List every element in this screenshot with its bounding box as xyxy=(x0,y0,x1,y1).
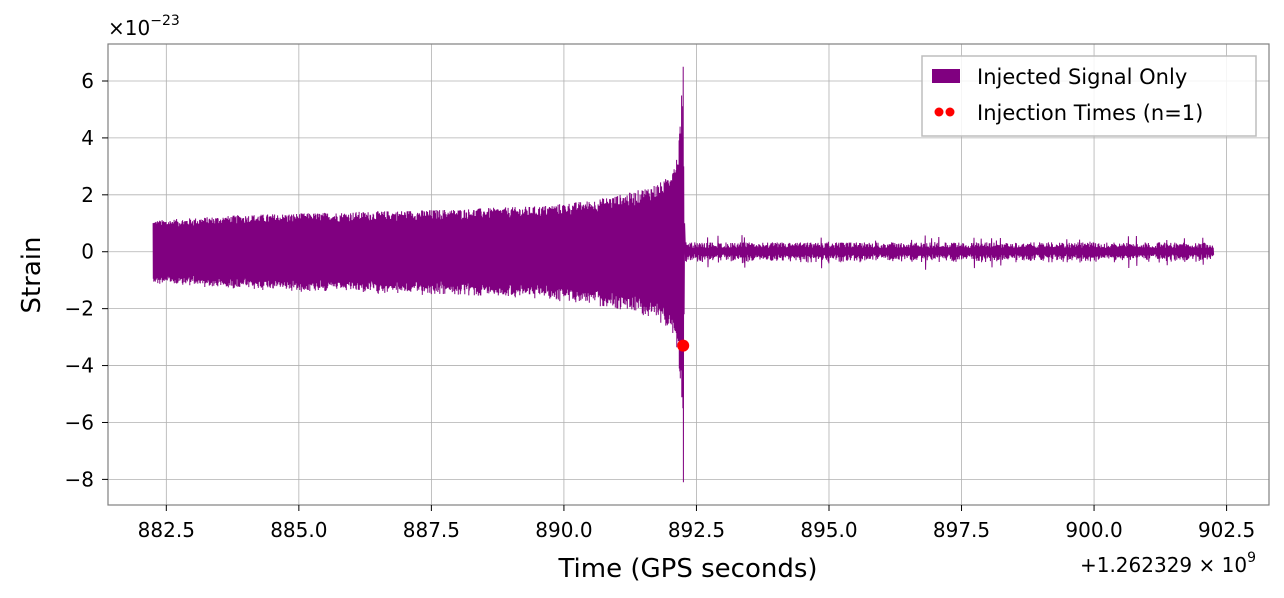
axes-frame xyxy=(107,43,1270,506)
injection-times-points xyxy=(677,339,690,352)
x-tick-label: 895.0 xyxy=(800,518,857,542)
y-scale-label: ×10−23 xyxy=(108,13,180,40)
injected-signal-line xyxy=(152,66,1215,483)
y-tick-label: 6 xyxy=(81,69,94,93)
y-tick-label: 0 xyxy=(81,240,94,264)
x-tick-label: 892.5 xyxy=(668,518,725,542)
legend-marker-injection-b xyxy=(945,107,955,117)
x-axis-label: Time (GPS seconds) xyxy=(557,554,817,584)
y-tick-label: 4 xyxy=(81,126,94,150)
y-tick-label: −8 xyxy=(65,467,94,491)
y-tick-label: −6 xyxy=(65,410,94,434)
plot-area xyxy=(152,66,1215,483)
legend: Injected Signal Only Injection Times (n=… xyxy=(921,55,1257,137)
y-tick-label: −2 xyxy=(65,297,94,321)
legend-label-injection: Injection Times (n=1) xyxy=(977,101,1203,125)
x-tick-label: 902.5 xyxy=(1198,518,1255,542)
injection-time-point xyxy=(677,339,690,352)
x-tick-label: 882.5 xyxy=(138,518,195,542)
x-tick-label: 887.5 xyxy=(403,518,460,542)
y-axis-label: Strain xyxy=(17,236,47,313)
x-tick-label: 897.5 xyxy=(933,518,990,542)
legend-marker-injection-a xyxy=(934,107,944,117)
y-tick-label: 2 xyxy=(81,183,94,207)
x-tick-label: 900.0 xyxy=(1065,518,1122,542)
axis-ticks: 882.5 885.0 887.5 890.0 892.5 895.0 897.5 900.0… xyxy=(65,69,1256,542)
legend-label-signal: Injected Signal Only xyxy=(977,65,1187,89)
x-offset-label: +1.262329 × 109 xyxy=(1080,550,1256,577)
legend-swatch-signal xyxy=(932,69,960,83)
x-tick-label: 885.0 xyxy=(270,518,327,542)
x-tick-label: 890.0 xyxy=(535,518,592,542)
legend-box xyxy=(921,55,1257,137)
y-tick-label: −4 xyxy=(65,354,94,378)
